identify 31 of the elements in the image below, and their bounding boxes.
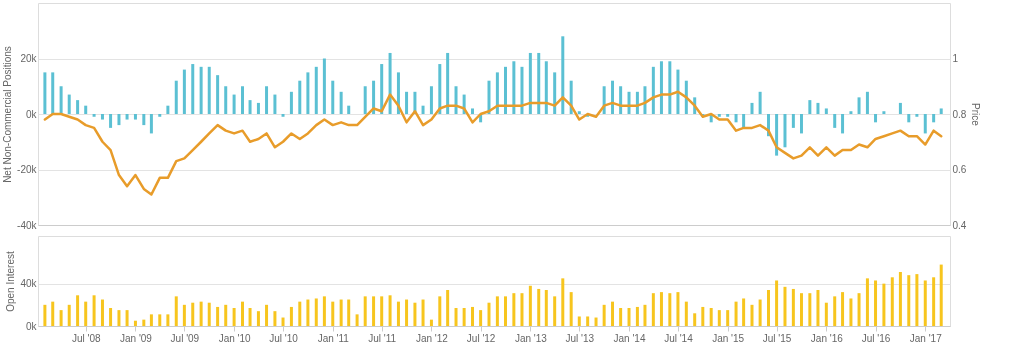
x-tick-label: Jan '15 [712,332,745,344]
x-tick-label: Jul '11 [368,332,397,344]
y2-tick-label: 1 [952,53,959,64]
y-tick-label: -40k [17,219,38,231]
x-tick-label: Jan '14 [613,332,646,344]
y-tick-label: 0k [25,320,38,332]
y-axis-title: Open Interest [5,250,17,312]
y-tick-label: -20k [17,164,38,175]
x-tick-label: Jan '12 [415,332,449,344]
x-tick-label: Jul '13 [565,332,595,344]
y2-tick-label: 0.4 [952,219,967,231]
y-tick-label: 0k [25,108,38,120]
x-tick-label: Jan '09 [119,332,153,344]
y-axis-title: Net Non-Commercial Positions [2,46,14,183]
y-tick-label: 20k [20,53,38,64]
x-tick-label: Jan '13 [514,332,548,344]
x-tick-label: Jul '14 [664,332,694,344]
x-tick-label: Jan '16 [810,332,844,344]
x-tick-label: Jan '11 [317,332,350,344]
x-tick-label: Jul '12 [466,332,496,344]
x-tick-label: Jul '08 [71,332,101,344]
x-tick-label: Jan '17 [909,332,943,344]
y2-tick-label: 0.6 [952,164,967,175]
x-tick-label: Jul '09 [170,332,200,344]
y2-tick-label: 0.8 [952,108,967,120]
y2-axis-title: Price [970,103,982,127]
x-tick-label: Jul '16 [861,332,891,344]
x-tick-label: Jan '10 [218,332,252,344]
x-tick-label: Jul '15 [762,332,792,344]
y-tick-label: 40k [20,278,38,290]
x-tick-label: Jul '10 [269,332,299,344]
